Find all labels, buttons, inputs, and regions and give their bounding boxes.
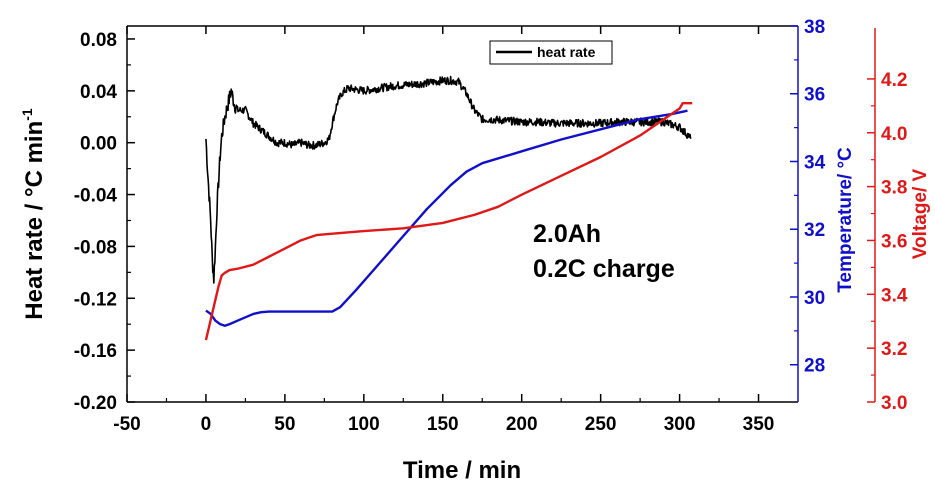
- legend-label-heat-rate: heat rate: [537, 44, 596, 60]
- left-y-tick-label: -0.08: [74, 237, 117, 258]
- series-layer: [204, 75, 693, 341]
- left-y-tick-label: -0.20: [74, 393, 117, 414]
- series-line-temperature: [205, 109, 688, 327]
- series-line-heat-rate: [205, 75, 692, 284]
- left-y-tick-label: 0.00: [80, 134, 117, 155]
- annotation-capacity: 2.0Ah: [533, 220, 601, 248]
- temperature-ticks: 28 30 32 34 36 38: [790, 17, 826, 377]
- voltage-tick-label: 3.8: [881, 178, 907, 199]
- x-ticks: -50 0 50 100 150 200 250 300 350: [113, 26, 774, 435]
- left-y-axis-title: Heat rate / °C min-1: [19, 108, 48, 320]
- voltage-tick-label: 4.0: [881, 124, 907, 145]
- temperature-tick-label: 30: [804, 288, 825, 309]
- left-y-tick-label: -0.12: [74, 289, 117, 310]
- x-tick-label: 300: [664, 414, 696, 435]
- temperature-tick-label: 28: [804, 356, 825, 377]
- voltage-axis-title: Voltage/ V: [910, 168, 931, 259]
- x-tick-label: 150: [427, 414, 459, 435]
- temperature-tick-label: 34: [804, 152, 826, 173]
- x-tick-label: 350: [743, 414, 775, 435]
- left-y-tick-label: 0.04: [80, 82, 117, 103]
- x-tick-label: 0: [201, 414, 212, 435]
- series-line-voltage: [204, 101, 693, 341]
- voltage-tick-label: 3.4: [881, 285, 908, 306]
- temperature-axis-title: Temperature/ °C: [835, 147, 856, 293]
- temperature-tick-label: 32: [804, 220, 825, 241]
- x-tick-label: 200: [506, 414, 538, 435]
- left-y-tick-label: 0.08: [80, 30, 117, 51]
- legend-box: [489, 40, 613, 65]
- left-y-ticks: -0.20 -0.16 -0.12 -0.08 -0.04 0.00 0.04 0.08: [74, 30, 135, 414]
- x-tick-label: -50: [113, 414, 140, 435]
- left-y-axis-title-exponent: -1: [19, 108, 35, 121]
- left-y-tick-label: -0.16: [74, 341, 117, 362]
- annotation-charge-rate: 0.2C charge: [533, 255, 675, 283]
- legend: heat rate: [489, 40, 613, 65]
- x-tick-label: 50: [274, 414, 295, 435]
- voltage-tick-label: 3.2: [881, 339, 907, 360]
- left-y-tick-label: -0.04: [74, 186, 118, 207]
- voltage-tick-label: 3.6: [881, 231, 907, 252]
- left-y-axis-title-unit: °C min: [21, 121, 48, 197]
- temperature-tick-label: 36: [804, 85, 825, 106]
- voltage-ticks: 3.0 3.2 3.4 3.6 3.8 4.0 4.2: [867, 70, 908, 414]
- x-tick-label: 100: [348, 414, 380, 435]
- voltage-tick-label: 3.0: [881, 393, 907, 414]
- left-y-axis-title-main: Heat rate /: [21, 197, 48, 320]
- x-tick-label: 250: [585, 414, 617, 435]
- temperature-tick-label: 38: [804, 17, 825, 38]
- x-axis-title: Time / min: [403, 457, 521, 484]
- voltage-tick-label: 4.2: [881, 70, 907, 91]
